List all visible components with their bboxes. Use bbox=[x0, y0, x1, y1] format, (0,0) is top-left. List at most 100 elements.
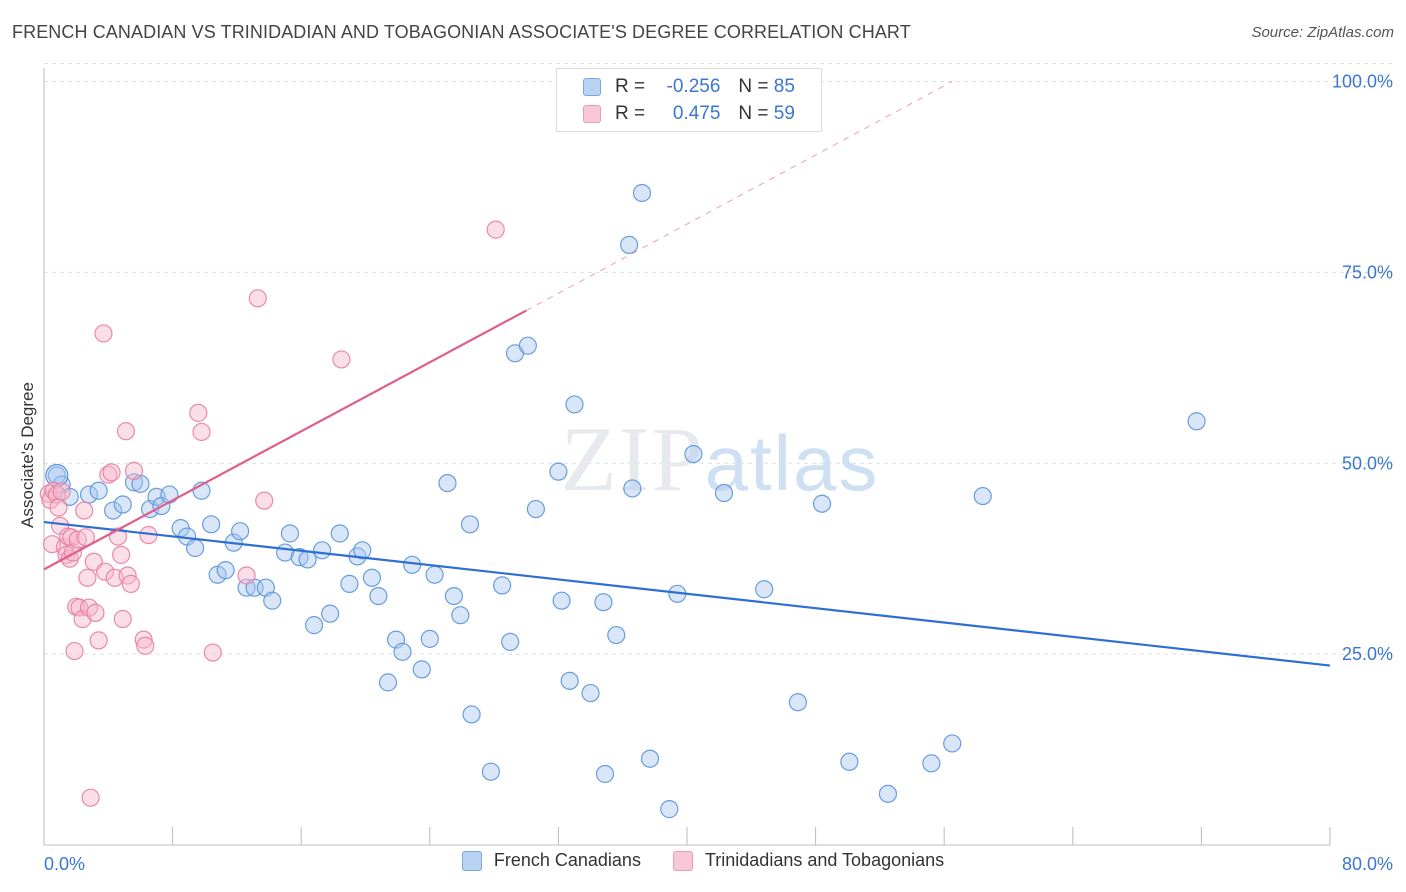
x-tick-label: 0.0% bbox=[44, 854, 85, 874]
y-tick-label: 50.0% bbox=[1342, 453, 1393, 473]
data-point bbox=[78, 568, 97, 587]
legend-swatch-blue bbox=[583, 78, 601, 96]
data-point bbox=[95, 562, 115, 581]
data-point bbox=[112, 545, 131, 564]
data-point bbox=[186, 538, 205, 558]
data-point bbox=[94, 324, 113, 343]
data-point bbox=[134, 630, 153, 649]
r-label: R = bbox=[615, 76, 646, 97]
data-point bbox=[362, 568, 382, 587]
data-point bbox=[116, 422, 136, 441]
data-point bbox=[518, 336, 537, 355]
legend-swatch-blue bbox=[461, 850, 482, 871]
data-point bbox=[481, 762, 500, 781]
data-point bbox=[560, 671, 579, 690]
data-point bbox=[216, 561, 235, 580]
data-point bbox=[973, 486, 992, 506]
data-point bbox=[623, 479, 642, 498]
data-point bbox=[660, 800, 679, 819]
data-point bbox=[113, 609, 132, 629]
data-point bbox=[684, 444, 703, 464]
data-point bbox=[460, 515, 480, 534]
series-trinidadians-and-tobagonians bbox=[39, 220, 505, 807]
y-tick-label: 25.0% bbox=[1342, 644, 1393, 664]
data-point bbox=[812, 494, 832, 513]
data-point bbox=[86, 603, 105, 622]
data-point bbox=[52, 482, 71, 501]
data-point bbox=[263, 591, 282, 610]
data-point bbox=[89, 481, 108, 500]
data-point bbox=[438, 474, 457, 493]
data-point bbox=[640, 749, 660, 768]
data-point bbox=[353, 541, 372, 560]
data-point bbox=[298, 550, 317, 569]
legend-swatch-pink bbox=[672, 850, 693, 871]
data-point bbox=[393, 642, 412, 661]
r-value: 0.475 bbox=[672, 103, 721, 124]
data-point bbox=[89, 631, 108, 650]
data-point bbox=[493, 576, 512, 595]
data-point bbox=[280, 524, 300, 543]
correlation-legend: R = -0.256 N = 85 R = 0.475 N = 59 bbox=[556, 68, 822, 132]
data-point bbox=[202, 515, 221, 534]
data-point bbox=[451, 606, 470, 625]
data-point bbox=[231, 522, 250, 541]
trend-line-trinidadians-extension bbox=[526, 81, 953, 311]
data-point bbox=[755, 580, 774, 599]
n-label: N = bbox=[738, 76, 769, 97]
data-point bbox=[552, 591, 571, 610]
data-point bbox=[192, 422, 211, 442]
data-point bbox=[922, 754, 941, 773]
data-point bbox=[501, 632, 520, 652]
data-point bbox=[304, 616, 324, 635]
data-point bbox=[332, 350, 351, 369]
legend-label: Trinidadians and Tobagonians bbox=[704, 850, 945, 870]
data-point bbox=[248, 289, 267, 308]
data-point bbox=[104, 501, 123, 520]
trend-lines bbox=[43, 81, 1331, 667]
data-point bbox=[124, 461, 144, 480]
n-label: N = bbox=[738, 103, 769, 124]
data-point bbox=[486, 220, 505, 239]
legend-row-trinidadians: R = 0.475 N = 59 bbox=[583, 102, 795, 126]
data-point bbox=[549, 462, 568, 481]
data-point bbox=[594, 593, 613, 612]
series-legend: French Canadians Trinidadians and Tobago… bbox=[0, 850, 1406, 871]
data-point bbox=[102, 463, 121, 482]
data-point bbox=[840, 752, 859, 771]
data-point bbox=[788, 693, 808, 712]
tick-labels: 25.0% 50.0% 75.0% 100.0% 0.0% 80.0% bbox=[44, 72, 1393, 875]
legend-row-french-canadians: R = -0.256 N = 85 bbox=[583, 75, 795, 99]
data-point bbox=[420, 629, 439, 648]
y-axis-label: Associate's Degree bbox=[18, 382, 37, 528]
legend-item-french-canadians: French Canadians bbox=[461, 850, 641, 871]
legend-swatch-pink bbox=[583, 105, 601, 123]
legend-item-trinidadians: Trinidadians and Tobagonians bbox=[672, 850, 945, 871]
data-point bbox=[330, 524, 349, 543]
watermark-zip: ZIP bbox=[561, 408, 705, 510]
data-point bbox=[632, 183, 652, 203]
data-point bbox=[237, 566, 256, 585]
n-value: 59 bbox=[773, 103, 795, 124]
r-label: R = bbox=[615, 103, 646, 124]
data-point bbox=[70, 598, 89, 617]
data-point bbox=[1187, 412, 1206, 431]
data-point bbox=[160, 485, 179, 504]
data-point bbox=[49, 498, 68, 517]
data-point bbox=[444, 586, 464, 606]
data-point bbox=[81, 788, 100, 807]
data-point bbox=[75, 501, 94, 520]
data-point bbox=[607, 625, 626, 645]
data-point bbox=[47, 485, 66, 504]
data-point bbox=[462, 705, 481, 724]
data-point bbox=[369, 586, 388, 606]
y-tick-label: 100.0% bbox=[1332, 72, 1393, 92]
data-point bbox=[878, 784, 898, 803]
data-point bbox=[565, 395, 584, 414]
data-point bbox=[595, 764, 615, 784]
x-tick-label: 80.0% bbox=[1342, 854, 1393, 874]
trend-line-french-canadians bbox=[43, 520, 1331, 667]
data-point bbox=[620, 235, 639, 254]
source-label: Source: ZipAtlas.com bbox=[1251, 24, 1394, 41]
